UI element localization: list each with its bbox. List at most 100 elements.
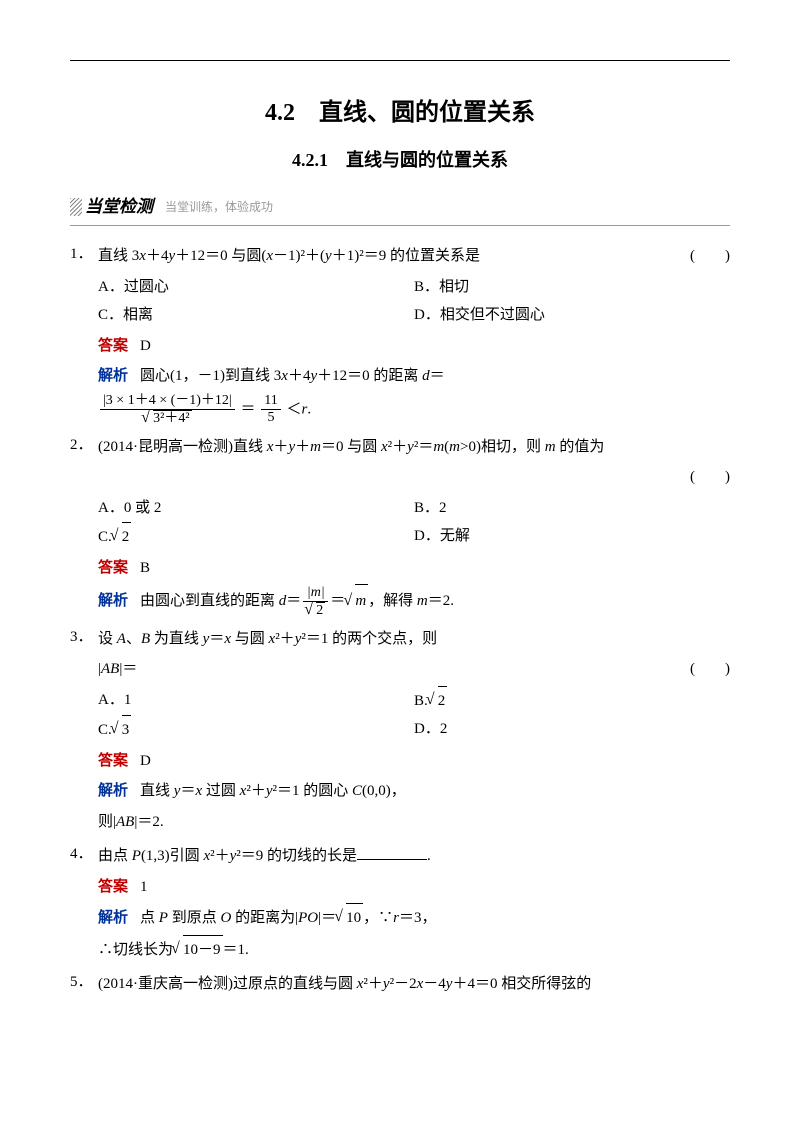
problem-number: 2． bbox=[70, 431, 98, 621]
t: 由点 bbox=[98, 848, 132, 864]
problem-body: 直线 3x＋4y＋12＝0 与圆(x－1)²＋(y＋1)²＝9 的位置关系是 (… bbox=[98, 240, 730, 429]
problem-number: 1． bbox=[70, 240, 98, 429]
analysis-formula: |3 × 1＋4 × (－1)＋12| 3²＋4² ＝ 11 5 ＜r. bbox=[98, 393, 730, 427]
t: ＝2. bbox=[428, 593, 454, 609]
t: |＝2. bbox=[134, 814, 163, 830]
section-bar: 当堂检测 当堂训练，体验成功 bbox=[70, 191, 730, 226]
problem-body: 设 A、B 为直线 y＝x 与圆 x²＋y²＝1 的两个交点，则 |AB|＝ (… bbox=[98, 623, 730, 839]
answer-label: 答案 bbox=[98, 879, 128, 895]
t: |＝ bbox=[119, 661, 137, 677]
analysis-line: 解析直线 y＝x 过圆 x²＋y²＝1 的圆心 C(0,0)， bbox=[98, 777, 730, 806]
t: ＝ bbox=[209, 631, 224, 647]
stem: (2014·重庆高一检测)过原点的直线与圆 x²＋y²－2x－4y＋4＝0 相交… bbox=[98, 970, 730, 999]
option-d: D．无解 bbox=[414, 522, 730, 552]
t: 由圆心到直线的距离 bbox=[140, 593, 279, 609]
problem-number: 3． bbox=[70, 623, 98, 839]
hatch-icon bbox=[70, 198, 82, 216]
numerator: 11 bbox=[261, 393, 280, 410]
analysis-line: 解析圆心(1，－1)到直线 3x＋4y＋12＝0 的距离 d＝ bbox=[98, 362, 730, 391]
option-d: D．2 bbox=[414, 715, 730, 745]
t: ²＋ bbox=[275, 631, 295, 647]
t: ＋4＝0 相交所得弦的 bbox=[452, 976, 591, 992]
denominator: 5 bbox=[261, 410, 280, 426]
analysis-line: 解析由圆心到直线的距离 d＝|m|2＝m，解得 m＝2. bbox=[98, 584, 730, 619]
t: ∴切线长为 bbox=[98, 942, 173, 958]
rad: 3 bbox=[122, 715, 132, 745]
t: ，解得 bbox=[368, 593, 417, 609]
paren: ( ) bbox=[690, 463, 730, 492]
t: 的距离为| bbox=[231, 910, 298, 926]
option-a: A．0 或 2 bbox=[98, 494, 414, 523]
fraction: |m|2 bbox=[303, 585, 328, 619]
fill-blank bbox=[357, 845, 427, 860]
problem-5: 5． (2014·重庆高一检测)过原点的直线与圆 x²＋y²－2x－4y＋4＝0… bbox=[70, 968, 730, 1001]
t: ＜ bbox=[286, 401, 301, 417]
t: 直线 3 bbox=[98, 248, 139, 264]
answer-value: D bbox=[140, 753, 151, 769]
t: (1,3)引圆 bbox=[141, 848, 204, 864]
option-a: A．过圆心 bbox=[98, 273, 414, 302]
t: 为直线 bbox=[150, 631, 203, 647]
stem: 直线 3x＋4y＋12＝0 与圆(x－1)²＋(y＋1)²＝9 的位置关系是 (… bbox=[98, 242, 730, 271]
problem-2: 2． (2014·昆明高一检测)直线 x＋y＋m＝0 与圆 x²＋y²＝m(m>… bbox=[70, 431, 730, 621]
t: (2014·重庆高一检测)过原点的直线与圆 bbox=[98, 976, 357, 992]
t: >0)相切，则 bbox=[460, 439, 545, 455]
t: －1)²＋( bbox=[273, 248, 325, 264]
t: ²＝ bbox=[414, 439, 434, 455]
t: ²－2 bbox=[390, 976, 417, 992]
problem-body: (2014·昆明高一检测)直线 x＋y＋m＝0 与圆 x²＋y²＝m(m>0)相… bbox=[98, 431, 730, 621]
answer-label: 答案 bbox=[98, 753, 128, 769]
t: ²＋ bbox=[246, 783, 266, 799]
option-d: D．相交但不过圆心 bbox=[414, 301, 730, 330]
answer-line: 答案B bbox=[98, 554, 730, 583]
problem-3: 3． 设 A、B 为直线 y＝x 与圆 x²＋y²＝1 的两个交点，则 |AB|… bbox=[70, 623, 730, 839]
t: 、 bbox=[126, 631, 141, 647]
t: ＝0 与圆 bbox=[321, 439, 381, 455]
t: ＋1)²＝9 的位置关系是 bbox=[332, 248, 480, 264]
option-c: C．相离 bbox=[98, 301, 414, 330]
section-tagline: 当堂训练，体验成功 bbox=[165, 196, 273, 219]
denominator: 3²＋4² bbox=[100, 410, 235, 427]
t: ＝ bbox=[180, 783, 195, 799]
fraction: |3 × 1＋4 × (－1)＋12| 3²＋4² bbox=[100, 393, 235, 427]
answer-line: 答案 D bbox=[98, 747, 730, 776]
t: 则| bbox=[98, 814, 116, 830]
t: ＋12＝0 与圆( bbox=[175, 248, 266, 264]
rad: 10－9 bbox=[183, 935, 223, 965]
answer-label: 答案 bbox=[98, 338, 128, 354]
t: (2014·昆明高一检测)直线 bbox=[98, 439, 267, 455]
section-title: 4.2.1 直线与圆的位置关系 bbox=[70, 143, 730, 177]
stem: (2014·昆明高一检测)直线 x＋y＋m＝0 与圆 x²＋y²＝m(m>0)相… bbox=[98, 433, 730, 462]
t: ²＋ bbox=[210, 848, 230, 864]
analysis-label: 解析 bbox=[98, 593, 128, 609]
rad: m bbox=[355, 584, 368, 618]
option-b: B．2 bbox=[414, 494, 730, 523]
options: A．1 B.2 C.3 D．2 bbox=[98, 686, 730, 745]
rad: 3²＋4² bbox=[153, 410, 191, 427]
t: (0,0)， bbox=[362, 783, 406, 799]
t: ＝ bbox=[430, 368, 445, 384]
problem-number: 5． bbox=[70, 968, 98, 1001]
problem-4: 4． 由点 P(1,3)引圆 x²＋y²＝9 的切线的长是. 答案1 解析点 P… bbox=[70, 840, 730, 966]
t: 点 bbox=[140, 910, 159, 926]
option-c: C.2 bbox=[98, 522, 414, 552]
numerator: |3 × 1＋4 × (－1)＋12| bbox=[100, 393, 235, 410]
problem-1: 1． 直线 3x＋4y＋12＝0 与圆(x－1)²＋(y＋1)²＝9 的位置关系… bbox=[70, 240, 730, 429]
rad: 2 bbox=[316, 602, 325, 619]
t: ²＝9 的切线的长是 bbox=[236, 848, 357, 864]
t: 到原点 bbox=[168, 910, 221, 926]
option-a: A．1 bbox=[98, 686, 414, 716]
problem-body: (2014·重庆高一检测)过原点的直线与圆 x²＋y²－2x－4y＋4＝0 相交… bbox=[98, 968, 730, 1001]
section-label: 当堂检测 bbox=[85, 191, 153, 223]
option-b: B.2 bbox=[414, 686, 730, 716]
rad: 10 bbox=[346, 903, 363, 933]
paren: ( ) bbox=[690, 242, 730, 271]
answer-label: 答案 bbox=[98, 560, 128, 576]
options: A．过圆心 B．相切 C．相离 D．相交但不过圆心 bbox=[98, 273, 730, 330]
t: ²＋ bbox=[388, 439, 408, 455]
analysis-line2: ∴切线长为10－9＝1. bbox=[98, 935, 730, 965]
t: ＋12＝0 的距离 bbox=[317, 368, 422, 384]
option-c: C.3 bbox=[98, 715, 414, 745]
fraction: 11 5 bbox=[261, 393, 280, 426]
problem-number: 4． bbox=[70, 840, 98, 966]
